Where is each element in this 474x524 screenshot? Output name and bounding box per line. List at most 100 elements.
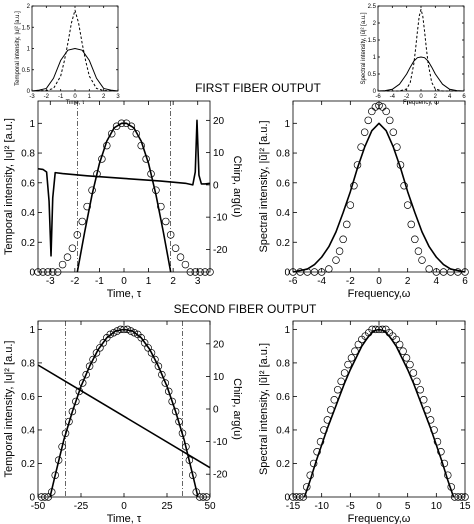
data-point xyxy=(461,493,469,501)
x-axis-label: Time, τ xyxy=(107,513,142,524)
x-tick-label: 1 xyxy=(88,94,92,100)
data-point xyxy=(161,379,170,387)
section-title-first: FIRST FIBER OUTPUT xyxy=(195,81,321,95)
data-point xyxy=(357,143,365,151)
data-point xyxy=(78,379,87,387)
data-point xyxy=(171,244,180,252)
x-tick-label: 2 xyxy=(405,276,411,287)
x-tick-label: -10 xyxy=(314,501,329,512)
y-tick-label: 0.2 xyxy=(21,459,35,470)
data-point xyxy=(61,429,70,438)
data-point xyxy=(437,447,445,456)
y2-tick-label: -20 xyxy=(213,245,228,256)
data-point xyxy=(364,116,373,125)
data-point xyxy=(432,268,441,276)
plot-frame xyxy=(292,320,466,498)
x-tick-label: 0 xyxy=(419,94,423,100)
data-point xyxy=(409,369,418,377)
y-tick-label: 0.6 xyxy=(21,392,35,403)
y-tick-label: 0.8 xyxy=(21,358,35,369)
data-point xyxy=(426,416,435,424)
data-point xyxy=(303,268,312,276)
data-point xyxy=(103,141,111,150)
y2-tick-label: 20 xyxy=(213,339,225,350)
x-tick-label: -2 xyxy=(346,276,355,287)
data-point xyxy=(289,268,297,276)
y2-tick-label: 0 xyxy=(213,405,219,416)
y2-axis-label: Chirp, arg(u) xyxy=(231,378,243,440)
data-point xyxy=(313,447,321,456)
data-point xyxy=(296,493,304,501)
data-point xyxy=(41,493,49,501)
x-tick-label: 1 xyxy=(146,276,152,287)
data-point xyxy=(396,161,405,169)
data-point xyxy=(320,426,328,434)
data-point xyxy=(340,369,349,377)
x-tick-label: -4 xyxy=(390,94,396,100)
solid-series-line xyxy=(377,56,465,92)
data-point xyxy=(44,268,52,276)
data-point xyxy=(127,327,135,335)
plot-frame xyxy=(292,100,466,273)
data-point xyxy=(413,377,421,386)
data-point xyxy=(176,253,185,261)
data-point xyxy=(120,325,128,334)
data-point xyxy=(360,128,369,136)
data-point xyxy=(123,325,132,334)
y-tick-label: 2.5 xyxy=(368,4,377,10)
chirp-line xyxy=(37,364,211,469)
data-point xyxy=(48,268,57,276)
y-axis-label: Temporal intensity, |u|² [a.u.] xyxy=(3,118,15,255)
data-point xyxy=(132,129,141,138)
solid-series-line xyxy=(49,328,199,498)
x-tick-label: 2 xyxy=(170,276,176,287)
y-tick-label: 0 xyxy=(284,493,290,504)
data-point xyxy=(393,143,401,151)
data-point xyxy=(310,268,319,276)
plots-layer: -3 -2 -1 0 1 2 300.20.40.60.81-20-1001020Time,… xyxy=(3,4,471,524)
data-point xyxy=(185,456,194,464)
y-tick-label: 0 xyxy=(29,268,35,279)
data-point xyxy=(166,231,175,239)
x-tick-label: -4 xyxy=(317,276,326,287)
y2-tick-label: 10 xyxy=(213,148,225,159)
data-point xyxy=(444,471,452,479)
x-axis-label: Frequency, ω xyxy=(403,100,439,106)
x-tick-label: 3 xyxy=(195,276,201,287)
plot-frame xyxy=(377,5,465,92)
x-tick-label: 5 xyxy=(405,501,411,512)
data-point xyxy=(68,244,77,252)
y-tick-label: 0.4 xyxy=(21,208,35,219)
y-tick-label: 0.8 xyxy=(276,149,290,160)
data-point xyxy=(303,483,311,491)
data-point xyxy=(127,122,136,131)
data-point xyxy=(63,253,72,261)
data-point xyxy=(406,360,414,369)
plot-frame xyxy=(37,100,211,273)
data-point xyxy=(351,347,359,355)
data-point xyxy=(344,360,352,369)
plot-1: -3 -2 -1 0 1 2 300.20.40.60.81-20-1001020Time,… xyxy=(3,100,243,300)
x-tick-label: 10 xyxy=(431,501,443,512)
data-point xyxy=(152,186,160,194)
x-tick-label: -3 xyxy=(46,276,55,287)
data-point xyxy=(137,334,145,342)
data-point xyxy=(399,347,407,355)
data-point xyxy=(202,493,211,501)
data-point xyxy=(39,268,47,276)
plot-6: -6 -4 -2 0 2 4 6 0 0.5 1 1.5 2 2.5 Frequency, ω Spectr… xyxy=(361,4,466,106)
data-point xyxy=(144,344,152,352)
y2-tick-label: 20 xyxy=(213,116,225,127)
y-tick-label: 1 xyxy=(284,325,290,336)
x-tick-label: 4 xyxy=(448,94,452,100)
data-point xyxy=(147,170,155,178)
data-point xyxy=(182,442,190,451)
y2-tick-label: -10 xyxy=(213,437,228,448)
data-point xyxy=(140,339,149,347)
data-point xyxy=(92,349,101,357)
data-point xyxy=(164,387,173,396)
data-point xyxy=(186,268,195,276)
data-point xyxy=(323,416,332,424)
data-point xyxy=(72,397,80,406)
